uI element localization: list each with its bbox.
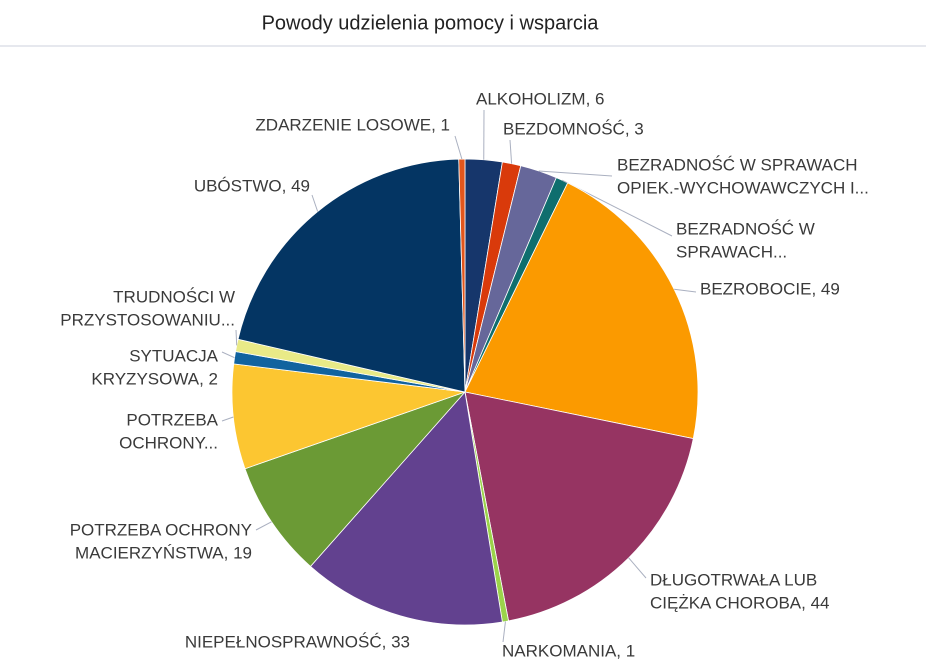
slice-label: SYTUACJA	[129, 346, 218, 365]
leader-line	[502, 621, 506, 643]
leader-line	[221, 416, 234, 422]
leader-line	[509, 139, 513, 164]
slice-label: BEZRADNOŚĆ W SPRAWACH	[617, 155, 858, 174]
slice-label: UBÓSTWO, 49	[194, 176, 310, 195]
slice-label: POTRZEBA OCHRONY	[70, 520, 252, 539]
leader-line	[628, 557, 647, 579]
pie-slice	[464, 391, 694, 622]
slice-label: POTRZEBA	[126, 410, 218, 429]
slice-label: OCHRONY...	[119, 433, 218, 452]
chart-title: Powody udzielenia pomocy i wsparcia	[262, 12, 600, 34]
slice-label: NIEPEŁNOSPRAWNOŚĆ, 33	[185, 632, 410, 651]
leader-line	[674, 288, 697, 293]
leader-line	[538, 170, 613, 177]
slice-label: BEZROBOCIE, 49	[700, 279, 840, 298]
slice-label: ALKOHOLIZM, 6	[476, 89, 604, 108]
slice-label: NARKOMANIA, 1	[502, 641, 635, 660]
leader-line	[454, 135, 463, 160]
slice-label: KRYZYSOWA, 2	[91, 369, 218, 388]
slice-label: PRZYSTOSOWANIU...	[60, 310, 235, 329]
leader-line	[235, 329, 238, 346]
slice-label: DŁUGOTRWAŁA LUB	[650, 570, 817, 589]
leader-line	[255, 521, 272, 531]
slice-label: TRUDNOŚCI W	[113, 287, 235, 306]
pie-slice	[309, 391, 503, 626]
slice-label: ZDARZENIE LOSOWE, 1	[255, 115, 450, 134]
slice-label: SPRAWACH...	[676, 242, 787, 261]
slice-label: BEZRADNOŚĆ W	[676, 219, 815, 238]
leader-line	[311, 194, 319, 212]
pie-slice	[237, 158, 466, 393]
slice-label: CIĘŻKA CHOROBA, 44	[650, 593, 830, 612]
slice-label: MACIERZYŃSTWA, 19	[75, 543, 252, 562]
pie-slice	[464, 182, 699, 440]
slice-label: OPIEK.-WYCHOWAWCZYCH I...	[617, 178, 869, 197]
pie-slice	[231, 363, 466, 470]
leader-line	[221, 351, 235, 359]
slice-label: BEZDOMNOŚĆ, 3	[503, 119, 644, 138]
